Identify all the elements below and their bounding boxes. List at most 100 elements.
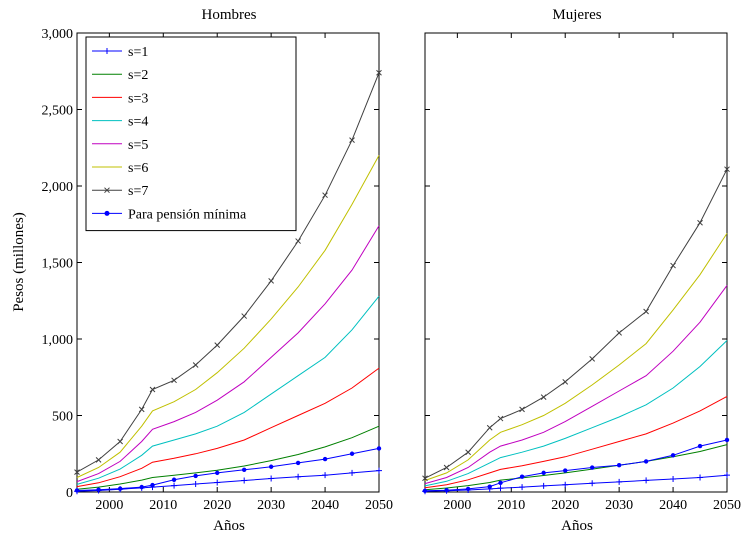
series-s-7-point	[268, 278, 274, 284]
legend-s-5-label: s=5	[128, 138, 148, 153]
series-s-7-point	[149, 386, 156, 393]
x-tick-label: 2030	[257, 498, 285, 513]
series-para-pensi-n-m-nima-point	[563, 468, 568, 473]
y-tick-label: 1,500	[42, 257, 74, 272]
series-s-1-point	[562, 481, 569, 488]
y-tick-label: 3,000	[42, 27, 74, 42]
panel-mujeres: Mujeres Años 2000 2010 2020 2030 2040 2050	[422, 7, 741, 534]
legend-s-7-marker	[104, 187, 110, 194]
series-para-pensi-n-m-nima-point	[643, 459, 649, 464]
x-tick-label: 2030	[605, 498, 633, 513]
series-para-pensi-n-m-nima-point	[74, 488, 80, 493]
x-tick-label: 2020	[551, 498, 579, 513]
series-para-pensi-n-m-nima-point	[215, 470, 220, 476]
y-tick-label: 2,500	[42, 104, 74, 119]
series-s-1-point	[697, 474, 704, 481]
series-para-pensi-n-m-nima-point	[670, 453, 676, 458]
series-s-2-line	[76, 425, 380, 490]
series-s-1-point	[497, 485, 504, 492]
series-s-7-point	[214, 342, 221, 348]
y-tick-label: 1,000	[42, 333, 74, 348]
series-s-1-point	[670, 475, 677, 482]
x-axis-label-mujeres: Años	[561, 518, 593, 534]
x-tick-label: 2040	[659, 498, 687, 513]
series-s-3-line	[76, 367, 380, 488]
series-s-7-point	[670, 262, 676, 269]
series-s-7-point	[519, 406, 525, 413]
series-s-7-point	[322, 192, 328, 199]
series-s-1-line	[76, 470, 380, 492]
series-s-7-point	[376, 69, 382, 76]
series-para-pensi-n-m-nima-point	[422, 488, 428, 493]
series-para-pensi-n-m-nima-point	[295, 460, 301, 466]
series-s-1-point	[589, 480, 596, 487]
series-s-1-point	[376, 467, 382, 474]
legend-s-2-label: s=2	[128, 68, 148, 83]
series-s-1-point	[214, 479, 221, 486]
series-s-1-point	[519, 484, 526, 491]
series-para-pensi-n-m-nima-point	[150, 482, 155, 488]
series-s-6-line	[76, 155, 380, 478]
x-tick-label: 2010	[149, 498, 177, 513]
series-s-7-point	[589, 356, 596, 362]
series-s-7-point	[562, 378, 569, 385]
series-s-2-line	[424, 444, 728, 491]
x-tick-label: 2000	[443, 498, 471, 513]
series-s-1-point	[241, 477, 248, 484]
series-s-7-line	[424, 168, 728, 479]
series-s-1-point	[295, 473, 302, 480]
series-para-pensi-n-m-nima-point	[519, 474, 525, 479]
y-tick-label: 0	[66, 486, 73, 501]
legend-s-1-label: s=1	[128, 45, 148, 60]
series-para-pensi-n-m-nima-point	[444, 487, 449, 493]
series-s-1-point	[322, 472, 329, 479]
legend-para-pensi-n-m-nima-label: Para pensión mínima	[128, 207, 247, 222]
series-para-pensi-n-m-nima-point	[376, 446, 382, 451]
plot-frame	[424, 32, 728, 493]
x-axis-label-hombres: Años	[213, 518, 245, 534]
series-s-7-point	[295, 238, 301, 244]
series-s-7-point	[486, 424, 493, 431]
y-tick-label: 2,000	[42, 180, 74, 195]
x-tick-label: 2040	[311, 498, 339, 513]
series-s-1-point	[349, 469, 356, 476]
series-s-7-point	[192, 362, 199, 368]
series-s-1-point	[643, 477, 650, 484]
series-s-1-point	[171, 482, 178, 489]
legend: s=1 s=2 s=3 s=4 s=5 s=6 s=7 Para pensión mínima	[85, 36, 297, 232]
series-s-7-point	[616, 330, 622, 336]
series-s-7-point	[443, 464, 450, 471]
y-tick-label: 500	[52, 410, 73, 425]
series-s-6-line	[424, 233, 728, 481]
legend-s-1-marker	[104, 48, 110, 54]
x-tick-label: 2000	[95, 498, 123, 513]
series-para-pensi-n-m-nima-point	[498, 480, 503, 486]
series-s-1-point	[724, 472, 730, 479]
series-s-1-point	[540, 482, 547, 489]
series-s-1-point	[616, 478, 623, 485]
series-s-1-point	[192, 481, 199, 488]
series-para-pensi-n-m-nima-line	[424, 439, 728, 492]
series-para-pensi-n-m-nima-point	[193, 473, 198, 479]
series-para-pensi-n-m-nima-point	[171, 477, 177, 482]
series-s-7-point	[422, 475, 428, 482]
series-s-5-line	[76, 225, 380, 483]
series-s-7-point	[74, 469, 80, 475]
panel-title-hombres: Hombres	[202, 7, 257, 23]
legend-s-6-label: s=6	[128, 161, 148, 176]
series-s-4-line	[424, 340, 728, 487]
legend-s-3-label: s=3	[128, 91, 148, 106]
series-s-7-point	[643, 308, 649, 315]
series-para-pensi-n-m-nima-point	[697, 443, 703, 449]
series-s-1-point	[268, 475, 275, 482]
x-tick-label: 2020	[203, 498, 231, 513]
legend-s-7-label: s=7	[128, 184, 148, 199]
y-axis-label: Pesos (millones)	[11, 212, 27, 312]
series-para-pensi-n-m-nima-point	[589, 465, 595, 470]
series-s-4-line	[76, 295, 380, 485]
series-para-pensi-n-m-nima-point	[349, 451, 355, 456]
series-s-5-line	[424, 285, 728, 485]
series-s-7-point	[241, 313, 248, 319]
